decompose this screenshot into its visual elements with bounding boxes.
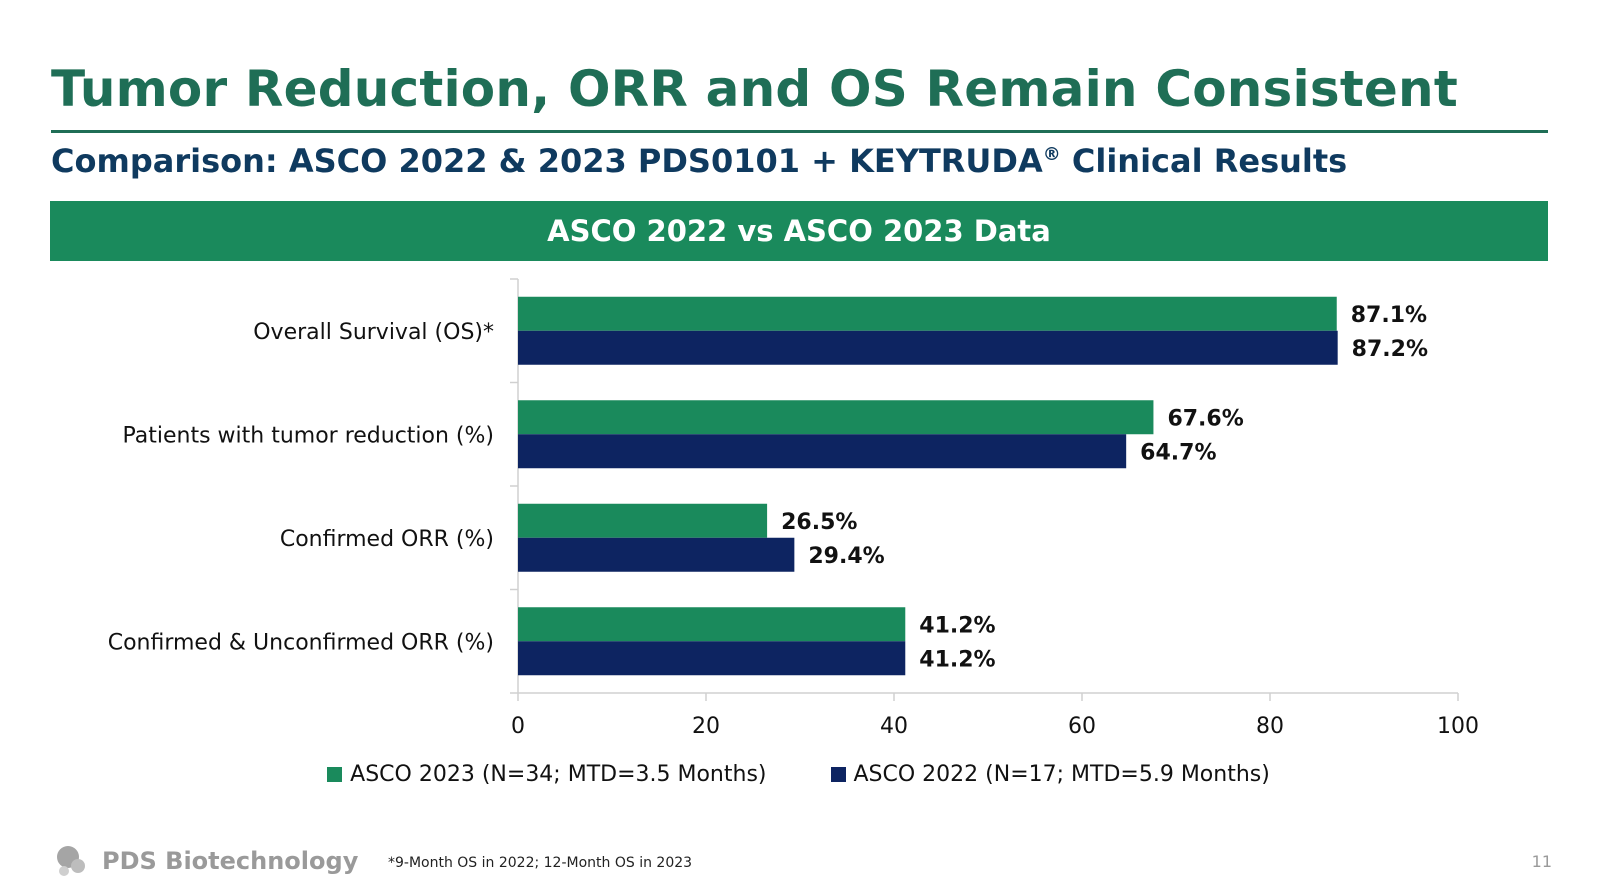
legend-label-asco-2022: ASCO 2022 (N=17; MTD=5.9 Months) xyxy=(853,762,1270,787)
data-label: 41.2% xyxy=(919,647,995,672)
legend-label-asco-2023: ASCO 2023 (N=34; MTD=3.5 Months) xyxy=(350,762,767,787)
registered-mark: ® xyxy=(1042,144,1061,165)
bar-asco-2023 xyxy=(518,296,1337,331)
x-tick-label: 0 xyxy=(511,714,525,739)
category-label: Confirmed ORR (%) xyxy=(280,527,494,552)
x-tick-label: 40 xyxy=(880,714,908,739)
bar-asco-2022 xyxy=(518,434,1127,469)
page-subtitle: Comparison: ASCO 2022 & 2023 PDS0101 + K… xyxy=(51,142,1347,180)
bar-asco-2022 xyxy=(518,330,1338,365)
data-label: 26.5% xyxy=(781,510,857,535)
legend-item-asco-2022: ASCO 2022 (N=17; MTD=5.9 Months) xyxy=(830,762,1270,787)
chart-banner: ASCO 2022 vs ASCO 2023 Data xyxy=(50,201,1548,261)
legend-swatch-asco-2023 xyxy=(327,767,343,782)
legend-item-asco-2023: ASCO 2023 (N=34; MTD=3.5 Months) xyxy=(327,762,767,787)
x-tick-label: 80 xyxy=(1256,714,1284,739)
data-label: 87.1% xyxy=(1351,303,1427,328)
data-label: 64.7% xyxy=(1140,440,1216,465)
category-label: Overall Survival (OS)* xyxy=(253,320,494,345)
x-tick-label: 20 xyxy=(692,714,720,739)
data-label: 41.2% xyxy=(919,613,995,638)
footnote: *9-Month OS in 2022; 12-Month OS in 2023 xyxy=(388,855,693,871)
logo-text: PDS Biotechnology xyxy=(102,847,359,875)
chart-legend: ASCO 2023 (N=34; MTD=3.5 Months) ASCO 20… xyxy=(0,762,1597,787)
subtitle-text: Comparison: ASCO 2022 & 2023 PDS0101 + K… xyxy=(51,142,1043,180)
page-title: Tumor Reduction, ORR and OS Remain Consi… xyxy=(51,60,1458,118)
x-tick-label: 100 xyxy=(1437,714,1479,739)
data-label: 87.2% xyxy=(1352,337,1428,362)
title-divider xyxy=(51,130,1548,133)
data-label: 29.4% xyxy=(808,544,884,569)
logo-mark-icon xyxy=(57,846,85,876)
bar-asco-2022 xyxy=(518,537,795,572)
category-label: Patients with tumor reduction (%) xyxy=(122,423,494,448)
page-number: 11 xyxy=(1531,852,1552,871)
bar-asco-2022 xyxy=(518,641,906,676)
category-label: Confirmed & Unconfirmed ORR (%) xyxy=(108,630,494,655)
bar-asco-2023 xyxy=(518,607,906,642)
bar-asco-2023 xyxy=(518,400,1154,435)
bar-asco-2023 xyxy=(518,503,768,538)
x-tick-label: 60 xyxy=(1068,714,1096,739)
subtitle-tail: Clinical Results xyxy=(1060,142,1348,180)
legend-swatch-asco-2022 xyxy=(830,767,846,782)
data-label: 67.6% xyxy=(1167,406,1243,431)
company-logo: PDS Biotechnology xyxy=(52,843,358,879)
